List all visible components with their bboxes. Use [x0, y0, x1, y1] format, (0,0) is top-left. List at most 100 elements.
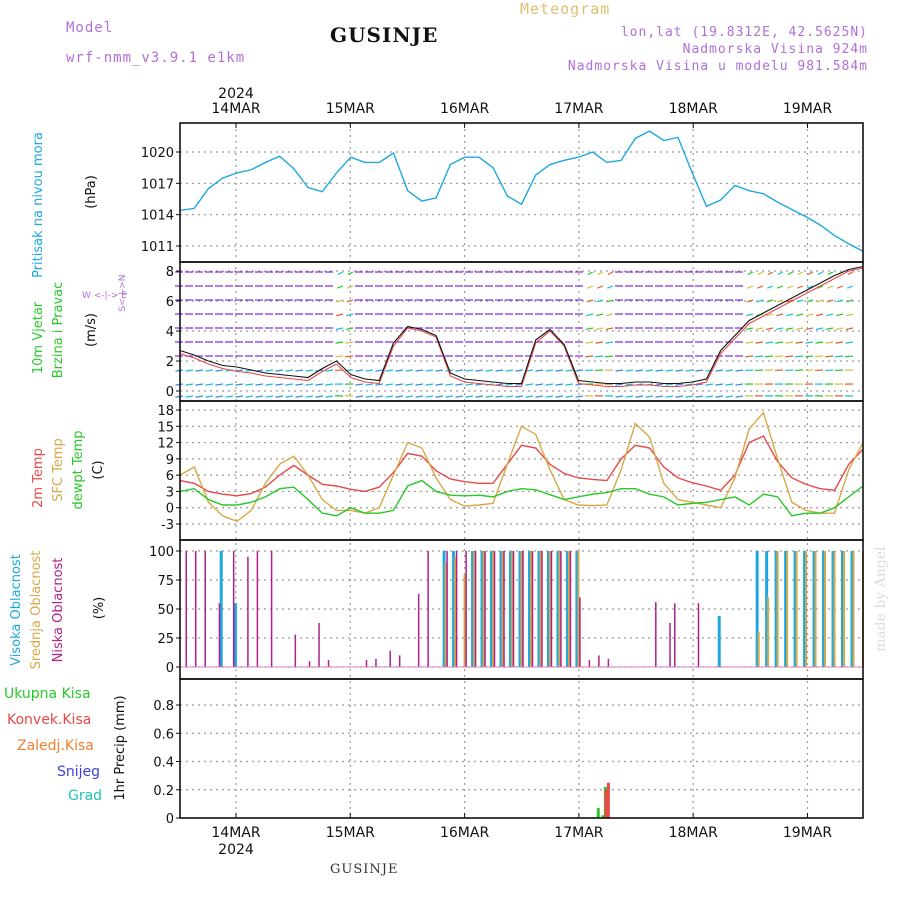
- wind-barb: [785, 341, 794, 344]
- cloud-bar: [389, 650, 391, 667]
- wind-barb: [385, 383, 394, 386]
- y-tick-label: 15: [157, 420, 174, 435]
- wind-barb: [555, 383, 564, 386]
- cloud-bar: [527, 551, 531, 667]
- wind-barb: [355, 369, 364, 372]
- cloud-bar: [512, 551, 515, 667]
- y-tick-label: 100: [149, 545, 174, 560]
- cloud-bar: [270, 551, 273, 667]
- wind-barb: [455, 383, 464, 386]
- top-day-label: 19MAR: [783, 101, 832, 117]
- wind-barb: [225, 383, 234, 386]
- wind-barb: [825, 327, 834, 330]
- temp-2m-label: 2m Temp: [31, 448, 46, 508]
- cloud-bar: [294, 634, 297, 667]
- wind-barb: [796, 299, 804, 303]
- wind-barb: [797, 285, 804, 289]
- precip-legend-snow: Snijeg: [57, 764, 100, 780]
- wind-compass-label: W <-|-> E: [82, 291, 127, 301]
- wind-barb: [336, 313, 344, 317]
- wind-barb: [255, 383, 264, 386]
- panel-backgrounds: [180, 123, 863, 818]
- wind-barb: [235, 383, 244, 386]
- cloud-bar: [776, 551, 779, 667]
- wind-barb: [827, 285, 834, 289]
- wind-barb: [815, 355, 824, 358]
- wind-barb: [215, 369, 224, 372]
- wind-barb: [475, 395, 484, 398]
- wind-barb: [827, 271, 834, 275]
- wind-barb: [605, 355, 614, 358]
- wind-barb: [766, 313, 774, 317]
- cloud-bar: [556, 551, 560, 667]
- wind-barb: [745, 327, 754, 330]
- y-tick-label: 50: [157, 603, 174, 618]
- cloud-bar: [455, 551, 458, 667]
- wind-barb: [735, 383, 744, 386]
- wind-barb: [347, 271, 354, 275]
- wind-barb: [325, 369, 334, 372]
- wind-barb: [586, 313, 594, 317]
- wind-barb: [515, 369, 524, 372]
- cloud-bar: [232, 551, 235, 667]
- wind-barb: [785, 327, 794, 330]
- wind-ylabel-sub: Brzina i Pravac: [51, 282, 66, 379]
- wind-barb: [235, 395, 244, 398]
- wind-barb: [475, 369, 484, 372]
- wind-barb: [395, 395, 404, 398]
- wind-barb: [565, 383, 574, 386]
- cloud-bar: [805, 551, 808, 667]
- cloud-bar: [537, 551, 541, 667]
- wind-barb: [185, 395, 194, 398]
- cloud-bar: [795, 551, 798, 667]
- wind-barb: [335, 327, 344, 330]
- cloud-bar: [655, 602, 657, 667]
- wind-barb: [826, 313, 834, 317]
- wind-barb: [695, 383, 704, 386]
- wind-speed-line: [179, 265, 864, 385]
- cloud-bar: [569, 551, 572, 667]
- cloud-bar: [852, 551, 855, 667]
- wind-barb: [505, 383, 514, 386]
- wind-barb: [635, 395, 644, 398]
- wind-barb: [665, 369, 674, 372]
- wind-barb: [336, 299, 344, 303]
- wind-barb: [275, 383, 284, 386]
- wind-barb: [485, 395, 494, 398]
- cloud-bar: [474, 551, 477, 667]
- wind-barb: [695, 395, 704, 398]
- wind-barb: [345, 355, 354, 358]
- cloud-bar: [452, 551, 456, 667]
- cloud-bar: [757, 632, 760, 667]
- wind-barb: [665, 383, 674, 386]
- y-tick-label: 3: [166, 485, 174, 500]
- wind-barb: [345, 327, 354, 330]
- wind-barb: [715, 395, 724, 398]
- cloud-bar: [492, 551, 495, 667]
- cloud-bar: [471, 551, 475, 667]
- cloud-bar: [365, 660, 368, 667]
- wind-barb: [835, 355, 844, 358]
- wind-compass-vertical: S<-|->N: [118, 274, 128, 311]
- cloud-bar: [793, 551, 797, 667]
- wind-barb: [225, 395, 234, 398]
- wind-barb: [405, 369, 414, 372]
- wind-barb: [645, 369, 654, 372]
- wind-barb: [805, 341, 814, 344]
- temp-dewpt-label: dewpt Temp: [71, 430, 86, 509]
- wind-barb: [535, 383, 544, 386]
- cloud-bar: [482, 551, 485, 667]
- cloud-bar: [204, 551, 206, 667]
- wind-barb: [415, 383, 424, 386]
- wind-barb: [587, 271, 594, 275]
- wind-barb: [425, 383, 434, 386]
- wind-barb: [205, 395, 214, 398]
- cloud-bar: [841, 551, 845, 667]
- wind-barb: [795, 327, 804, 330]
- wind-barb: [346, 313, 354, 317]
- wind-barb: [597, 271, 604, 275]
- wind-barb: [575, 395, 584, 398]
- cloud-bar: [529, 551, 532, 667]
- wind-barb: [846, 313, 854, 317]
- cloud-bar: [185, 551, 187, 667]
